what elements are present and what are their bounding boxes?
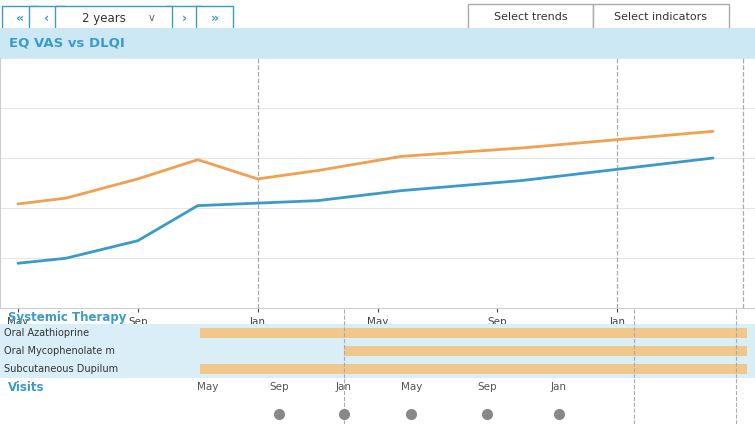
Bar (0, 342, 755, 360)
FancyBboxPatch shape (55, 6, 172, 31)
Text: EQ VAS vs DLQI: EQ VAS vs DLQI (9, 36, 125, 49)
Text: ›: › (182, 11, 186, 25)
Text: Jan: Jan (335, 382, 352, 392)
Text: Select indicators: Select indicators (614, 12, 707, 22)
Text: Subcutaneous Dupilum: Subcutaneous Dupilum (4, 364, 118, 374)
FancyBboxPatch shape (196, 6, 233, 31)
Text: Sep: Sep (477, 382, 497, 392)
FancyBboxPatch shape (468, 4, 593, 33)
Bar (200, 364, 747, 374)
Text: «: « (16, 11, 23, 25)
Text: Oral Mycophenolate m: Oral Mycophenolate m (4, 346, 115, 356)
Text: 01/May - 01/May: 01/May - 01/May (14, 42, 106, 52)
FancyBboxPatch shape (166, 6, 202, 31)
Text: May: May (197, 382, 218, 392)
Text: Visits: Visits (8, 382, 44, 394)
Text: Select trends: Select trends (494, 12, 567, 22)
Text: Jan: Jan (550, 382, 567, 392)
FancyBboxPatch shape (593, 4, 729, 33)
Text: Sep: Sep (270, 382, 289, 392)
Bar (200, 328, 747, 338)
Bar (0, 360, 755, 378)
Text: Systemic Therapy: Systemic Therapy (8, 311, 126, 324)
Bar (0, 28, 755, 58)
FancyBboxPatch shape (2, 6, 38, 31)
FancyBboxPatch shape (29, 6, 65, 31)
Bar (344, 346, 747, 356)
Text: »: » (211, 11, 218, 25)
Text: 2 years: 2 years (82, 11, 126, 25)
Text: ‹: ‹ (45, 11, 49, 25)
Text: May: May (401, 382, 422, 392)
Bar (0, 324, 755, 342)
Text: v: v (149, 13, 155, 23)
Text: Oral Azathioprine: Oral Azathioprine (4, 328, 89, 338)
